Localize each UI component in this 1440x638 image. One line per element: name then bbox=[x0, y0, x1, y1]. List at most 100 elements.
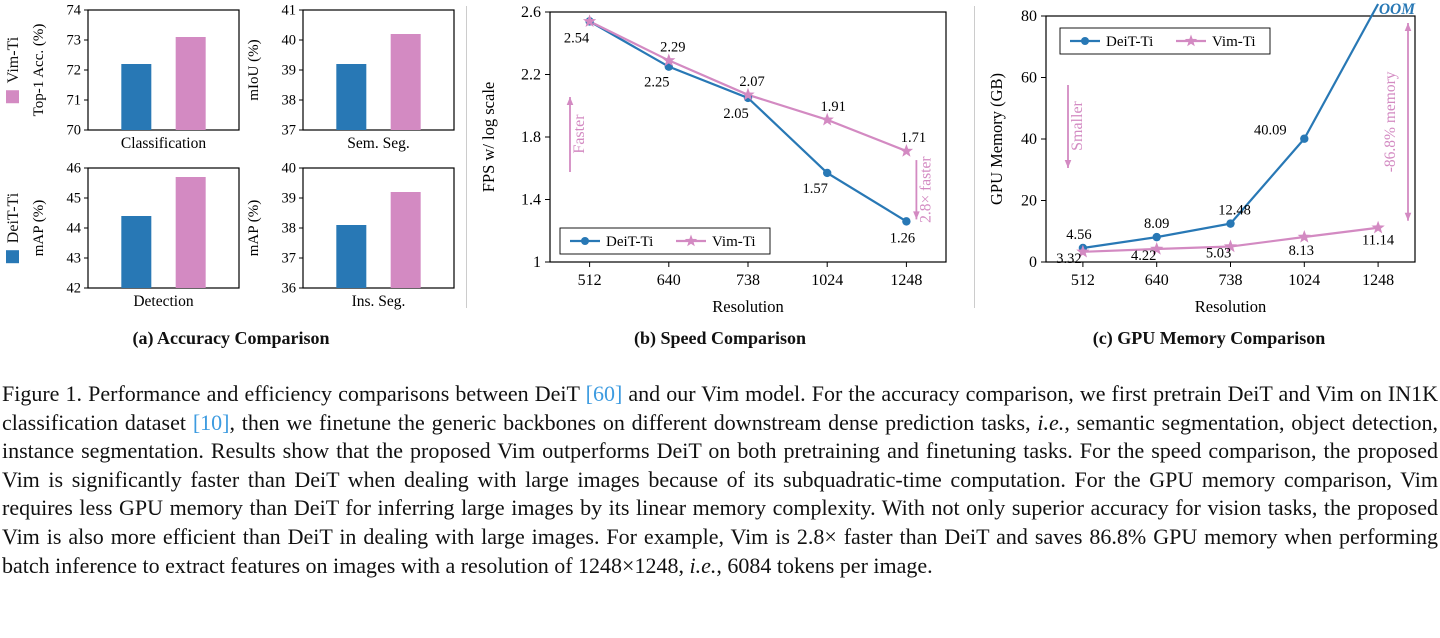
marker-circle bbox=[1300, 134, 1309, 143]
data-label: 1.91 bbox=[821, 99, 846, 115]
line-chart-speed: 1 1.4 1.8 2.2 2.6 512 640 738 1024 1248 Resolution… bbox=[479, 4, 947, 316]
legend-label: Vim-Ti bbox=[1212, 34, 1256, 50]
data-label: 5.03 bbox=[1206, 246, 1231, 262]
oom-line bbox=[1303, 3, 1380, 140]
data-label: 2.54 bbox=[564, 30, 590, 46]
y-axis-label: Top-1 Acc. (%) bbox=[31, 24, 47, 117]
x-tick-label: 640 bbox=[1145, 272, 1169, 289]
plot-frame bbox=[302, 167, 455, 289]
y-tick-label: 1 bbox=[533, 254, 541, 271]
panel-speed: 1 1.4 1.8 2.2 2.6 512 640 738 1024 1248 Resolution… bbox=[470, 0, 970, 360]
y-tick-label: 36 bbox=[282, 281, 297, 297]
x-tick-label: 738 bbox=[1219, 272, 1243, 289]
marker-star bbox=[899, 144, 914, 157]
legend-label: DeiT-Ti bbox=[606, 234, 653, 250]
caption-text: , semantic segmentation, object detectio… bbox=[2, 409, 1438, 578]
bar-chart-classification: 70 71 72 73 74 Top-1 Acc. (%) Classification bbox=[31, 4, 240, 152]
y-axis-label: GPU Memory (GB) bbox=[987, 73, 1006, 205]
x-axis-label: Classification bbox=[121, 135, 206, 152]
citation-link[interactable]: [10] bbox=[192, 409, 230, 435]
y-tick-label: 41 bbox=[282, 4, 297, 19]
bar-DeiT-Ti bbox=[336, 64, 367, 130]
x-axis-label: Resolution bbox=[712, 297, 784, 316]
marker-star bbox=[1223, 239, 1238, 253]
marker-circle bbox=[1152, 232, 1161, 242]
data-label: 40.09 bbox=[1254, 123, 1287, 139]
y-tick-label: 43 bbox=[67, 251, 82, 267]
oom-label: OOM bbox=[1379, 2, 1416, 18]
plot-frame bbox=[87, 167, 240, 289]
x-tick-label: 1248 bbox=[890, 272, 922, 289]
figure-caption: Figure 1. Performance and efficiency com… bbox=[0, 380, 1440, 580]
marker-star bbox=[820, 112, 834, 126]
y-tick-label: 20 bbox=[1021, 193, 1037, 210]
arrow-head bbox=[1404, 212, 1412, 221]
panel-memory: 0 20 40 60 80 512 640 738 1024 1248 Resolution GPU … bbox=[978, 0, 1440, 360]
y-tick-label: 38 bbox=[282, 221, 297, 237]
arrow-head bbox=[913, 211, 920, 220]
data-label: 11.14 bbox=[1362, 233, 1395, 249]
vim-color-swatch bbox=[6, 90, 19, 104]
data-label: 2.25 bbox=[644, 75, 669, 91]
y-tick-label: 37 bbox=[282, 251, 297, 267]
marker-star bbox=[1150, 242, 1164, 255]
y-tick-label: 44 bbox=[67, 221, 82, 237]
y-axis-label: mAP (%) bbox=[246, 200, 262, 257]
y-tick-label: 0 bbox=[1029, 254, 1037, 271]
legend-vim-label: Vim-Ti bbox=[5, 36, 22, 84]
panel-accuracy: Vim-Ti DeiT-Ti 70 71 72 73 74 Top-1 Acc. (%) C… bbox=[0, 0, 462, 360]
plot-frame bbox=[302, 9, 455, 131]
y-tick-label: 38 bbox=[282, 93, 297, 109]
bar-DeiT-Ti bbox=[121, 64, 152, 130]
y-tick-label: 1.4 bbox=[521, 192, 541, 209]
data-label: 4.56 bbox=[1066, 227, 1091, 243]
x-axis-label: Sem. Seg. bbox=[347, 135, 409, 152]
caption-text: , then we finetune the generic backbones… bbox=[229, 409, 1038, 435]
bar-Vim-Ti bbox=[175, 37, 206, 130]
italic-term: i.e. bbox=[1037, 409, 1065, 435]
bar-DeiT-Ti bbox=[121, 216, 152, 288]
arrow-head bbox=[1064, 160, 1072, 168]
y-tick-label: 73 bbox=[67, 33, 82, 49]
marker-circle bbox=[902, 217, 911, 226]
y-axis-label: mAP (%) bbox=[31, 200, 47, 257]
panel-divider-1 bbox=[466, 6, 467, 308]
y-tick-label: 72 bbox=[67, 63, 82, 79]
bar-chart-ins-seg: 36 37 38 39 40 mAP (%) Ins. Seg. bbox=[246, 162, 455, 310]
data-label: 1.57 bbox=[803, 181, 828, 197]
bar-Vim-Ti bbox=[390, 192, 421, 288]
y-tick-label: 70 bbox=[67, 123, 82, 139]
memory-saving-annotation: -86.8% memory bbox=[1382, 71, 1399, 172]
y-tick-label: 40 bbox=[282, 162, 297, 177]
data-label: 3.32 bbox=[1056, 251, 1081, 267]
y-tick-label: 40 bbox=[282, 33, 297, 49]
data-label: 1.71 bbox=[901, 130, 926, 146]
bar-Vim-Ti bbox=[390, 34, 421, 130]
x-tick-label: 1024 bbox=[1288, 272, 1320, 289]
plot-frame bbox=[549, 11, 947, 263]
data-label: 8.09 bbox=[1144, 216, 1169, 232]
citation-link[interactable]: [60] bbox=[585, 381, 623, 406]
y-tick-label: 80 bbox=[1021, 8, 1037, 25]
bar-Vim-Ti bbox=[175, 177, 206, 288]
y-tick-label: 2.6 bbox=[521, 4, 541, 21]
data-label: 4.22 bbox=[1131, 248, 1156, 264]
deit-color-swatch bbox=[6, 250, 19, 264]
y-tick-label: 40 bbox=[1021, 131, 1037, 148]
smaller-annotation: Smaller bbox=[1069, 100, 1086, 150]
marker-circle bbox=[1081, 37, 1089, 45]
marker-star bbox=[741, 87, 755, 101]
arrow-head bbox=[566, 97, 574, 105]
data-label: 8.13 bbox=[1289, 243, 1314, 259]
speedup-annotation: 2.8× faster bbox=[917, 156, 934, 223]
y-tick-label: 39 bbox=[282, 191, 297, 207]
subcaption-c: (c) GPU Memory Comparison bbox=[1092, 328, 1326, 348]
legend-label: DeiT-Ti bbox=[1106, 34, 1153, 50]
subcaption-a: (a) Accuracy Comparison bbox=[132, 328, 330, 348]
y-tick-label: 60 bbox=[1021, 70, 1037, 87]
x-tick-label: 1024 bbox=[811, 272, 843, 289]
bar-DeiT-Ti bbox=[336, 225, 367, 288]
marker-star bbox=[1184, 34, 1198, 47]
data-label: 2.05 bbox=[723, 106, 748, 122]
